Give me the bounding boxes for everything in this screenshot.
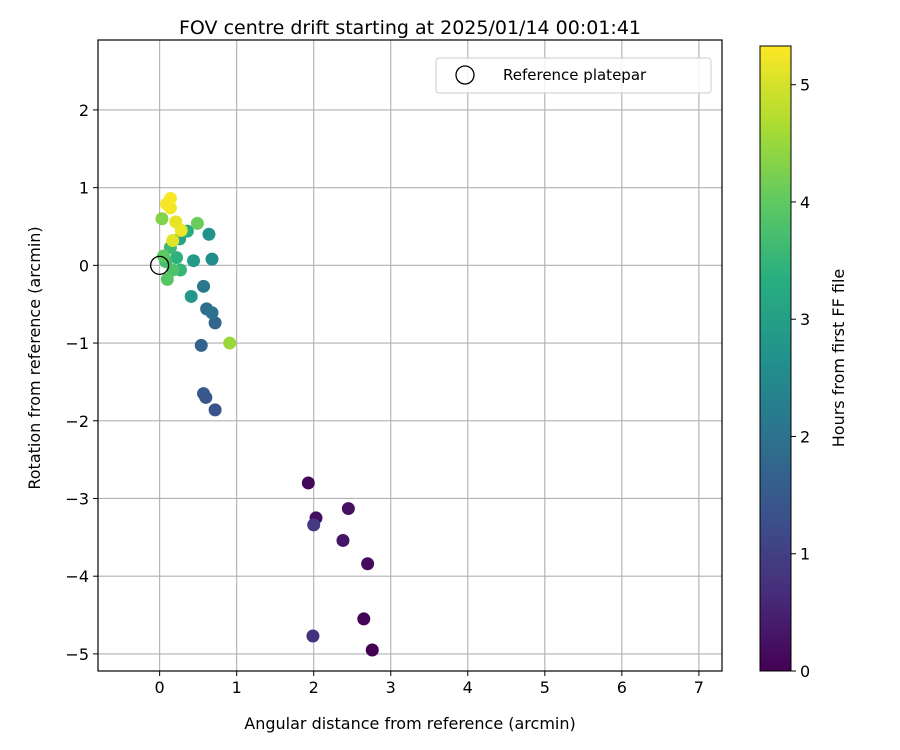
colorbar-tick-label: 1 xyxy=(800,545,810,564)
data-point xyxy=(223,336,237,350)
y-tick-label: −4 xyxy=(65,567,89,586)
data-point xyxy=(307,518,321,532)
y-tick-label: −2 xyxy=(65,412,89,431)
plot-area-frame xyxy=(97,39,723,672)
colorbar-tick-label: 0 xyxy=(800,662,810,681)
reference-marker xyxy=(149,255,170,276)
data-point xyxy=(197,279,211,293)
grid xyxy=(98,40,722,671)
colorbar-tick-label: 3 xyxy=(800,310,810,329)
data-point xyxy=(163,192,177,206)
data-point xyxy=(205,252,219,266)
data-point xyxy=(208,316,222,330)
data-point xyxy=(365,643,379,657)
data-point xyxy=(170,251,184,265)
x-tick-label: 2 xyxy=(309,678,319,697)
data-points xyxy=(149,192,379,657)
y-tick-label: −3 xyxy=(65,489,89,508)
data-point xyxy=(166,233,180,247)
y-tick-label: 2 xyxy=(79,101,89,120)
x-tick-label: 6 xyxy=(617,678,627,697)
chart-title: FOV centre drift starting at 2025/01/14 … xyxy=(179,17,641,39)
colorbar-ticks: 0 1 2 3 4 5 xyxy=(791,76,810,681)
data-point xyxy=(174,223,188,237)
x-tick-label: 3 xyxy=(386,678,396,697)
y-tick-label: −5 xyxy=(65,645,89,664)
x-tick-label: 7 xyxy=(694,678,704,697)
data-point xyxy=(190,216,204,230)
data-point xyxy=(160,272,174,286)
y-tick-label: −1 xyxy=(65,334,89,353)
legend-label: Reference platepar xyxy=(503,66,647,84)
x-tick-label: 0 xyxy=(155,678,165,697)
data-point xyxy=(205,306,219,320)
colorbar-tick-label: 4 xyxy=(800,193,810,212)
x-tick-label: 5 xyxy=(540,678,550,697)
legend-box xyxy=(435,57,712,94)
y-axis-label: Rotation from reference (arcmin) xyxy=(25,226,44,489)
colorbar-gradient xyxy=(759,45,792,672)
y-tick-label: 0 xyxy=(79,256,89,275)
data-point xyxy=(301,476,315,490)
data-point xyxy=(306,629,320,643)
data-point xyxy=(361,557,375,571)
colorbar-tick-label: 2 xyxy=(800,427,810,446)
data-point xyxy=(336,533,350,547)
legend-marker xyxy=(455,65,475,85)
y-axis-ticks: 2 1 0 −1 −2 −3 −4 −5 xyxy=(65,101,98,664)
data-point xyxy=(341,502,355,516)
data-point xyxy=(155,212,169,226)
data-point xyxy=(208,403,222,417)
x-tick-label: 1 xyxy=(232,678,242,697)
x-tick-label: 4 xyxy=(463,678,473,697)
data-point xyxy=(194,338,208,352)
data-point xyxy=(187,254,201,268)
colorbar-tick-label: 5 xyxy=(800,76,810,95)
data-point xyxy=(184,289,198,303)
colorbar: 0 1 2 3 4 5 Hours from first FF file xyxy=(759,45,848,681)
data-point xyxy=(199,390,213,404)
y-tick-label: 1 xyxy=(79,179,89,198)
colorbar-label: Hours from first FF file xyxy=(829,269,848,448)
data-point xyxy=(357,612,371,626)
x-axis-label: Angular distance from reference (arcmin) xyxy=(244,714,575,733)
x-axis-ticks: 0 1 2 3 4 5 6 7 xyxy=(155,671,704,697)
data-point xyxy=(202,227,216,241)
legend: Reference platepar xyxy=(435,57,712,94)
